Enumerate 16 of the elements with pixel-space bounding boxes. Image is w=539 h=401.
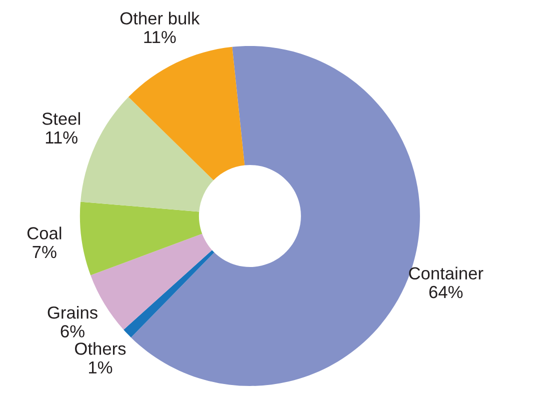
slice-label: Coal: [27, 226, 62, 240]
data-label: 6%: [60, 325, 84, 338]
data-label: 7%: [32, 246, 56, 258]
data-label: 11%: [46, 131, 78, 144]
slice-label: Container: [409, 266, 484, 280]
slice-label: Others: [75, 342, 126, 355]
donut-slice: [80, 202, 202, 276]
data-label: 11%: [144, 31, 176, 44]
donut-slice: [80, 97, 214, 212]
donut-slice: [128, 46, 245, 180]
slice-label: Grains: [48, 306, 98, 319]
data-label: 1%: [89, 361, 112, 374]
slice-label: Other bulk: [120, 12, 200, 25]
slice-label: Steel: [42, 112, 80, 125]
data-label: 64%: [429, 286, 463, 298]
donut-slice: [124, 250, 214, 338]
